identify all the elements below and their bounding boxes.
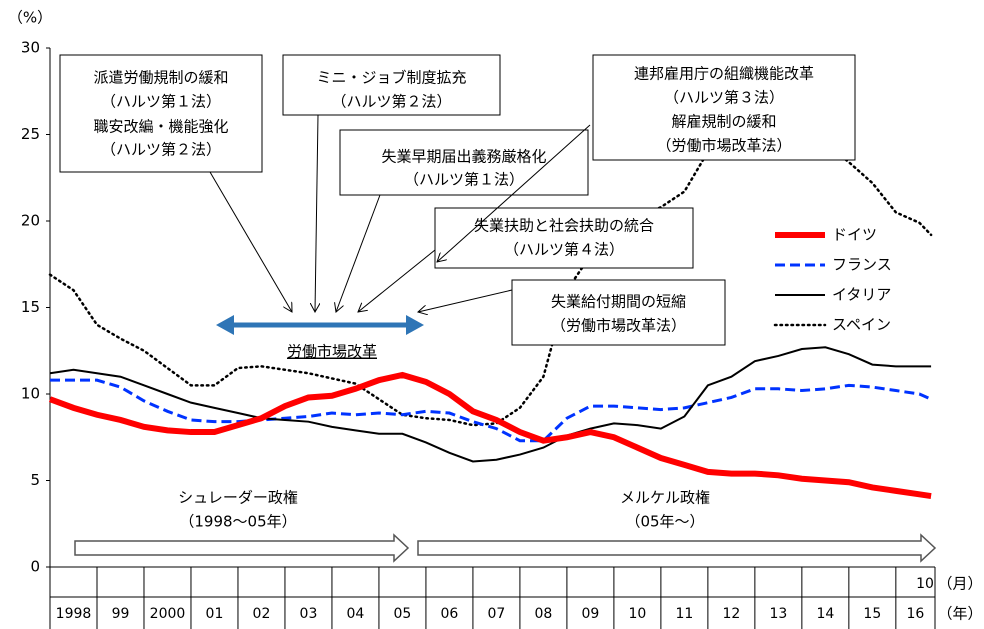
y-tick-label: 0 xyxy=(30,558,40,576)
year-unit: （年） xyxy=(937,605,982,623)
annotation-text: 職安改編・機能強化 xyxy=(93,118,228,136)
annotation-text: （ハルツ第１法） xyxy=(101,93,221,111)
era-arrow xyxy=(74,533,410,563)
legend-label: フランス xyxy=(832,256,892,274)
x-tick-label: 04 xyxy=(347,606,365,622)
reform-arrow-head xyxy=(406,315,424,335)
y-tick-label: 30 xyxy=(21,39,40,57)
series-line xyxy=(48,371,932,500)
reform-label: 労働市場改革 xyxy=(287,343,377,361)
x-tick-label: 99 xyxy=(112,606,130,622)
legend-label: スペイン xyxy=(832,316,891,334)
x-tick-label: 07 xyxy=(488,606,506,622)
x-tick-label: 08 xyxy=(534,606,552,622)
annotation-text: （ハルツ第２法） xyxy=(331,93,451,111)
x-tick-label: 1998 xyxy=(56,606,92,622)
era-period: （05年～） xyxy=(625,513,704,531)
annotation-box xyxy=(59,54,263,173)
x-tick-label: 13 xyxy=(769,606,787,622)
annotation-text: （労働市場改革法） xyxy=(551,317,686,335)
x-tick-label: 10 xyxy=(628,606,646,622)
month-label: 10 xyxy=(916,576,934,592)
annotation-arrow xyxy=(336,194,381,312)
x-tick-label: 16 xyxy=(907,606,925,622)
annotation-box xyxy=(282,54,501,116)
y-tick-label: 10 xyxy=(21,385,40,403)
annotation-text: （ハルツ第３法） xyxy=(664,89,784,107)
x-tick-label: 02 xyxy=(253,606,271,622)
era-name: シュレーダー政権 xyxy=(178,489,298,507)
series-line xyxy=(50,378,932,443)
annotation-text: （ハルツ第２法） xyxy=(101,141,221,159)
annotation-text: 失業扶助と社会扶助の統合 xyxy=(474,217,654,235)
annotation-box xyxy=(339,129,589,196)
reform-arrow-head xyxy=(216,315,234,335)
x-tick-label: 12 xyxy=(722,606,740,622)
annotation-text: 解雇規制の緩和 xyxy=(671,113,776,131)
x-tick-label: 11 xyxy=(675,606,693,622)
y-unit: （%） xyxy=(8,9,52,27)
annotation-text: （ハルツ第１法） xyxy=(404,171,524,189)
x-tick-label: 09 xyxy=(581,606,599,622)
y-tick-label: 25 xyxy=(21,125,40,143)
month-unit: （月） xyxy=(937,575,982,593)
legend-label: ドイツ xyxy=(832,226,877,244)
x-tick-label: 15 xyxy=(863,606,881,622)
annotation-box xyxy=(511,279,726,346)
annotation-text: ミニ・ジョブ制度拡充 xyxy=(316,69,466,87)
y-tick-label: 20 xyxy=(21,212,40,230)
x-tick-label: 01 xyxy=(206,606,224,622)
era-name: メルケル政権 xyxy=(620,489,710,507)
annotation-arrow xyxy=(358,249,436,312)
annotation-box xyxy=(434,207,694,269)
annotation-text: 連邦雇用庁の組織機能改革 xyxy=(634,65,814,83)
annotation-box xyxy=(592,54,856,161)
x-tick-label: 03 xyxy=(300,606,318,622)
x-tick-label: 14 xyxy=(816,606,834,622)
annotation-arrow xyxy=(209,171,292,312)
annotation-text: 派遣労働規制の緩和 xyxy=(93,69,228,87)
y-tick-label: 15 xyxy=(21,298,40,316)
x-tick-label: 06 xyxy=(441,606,459,622)
era-period: （1998～05年） xyxy=(179,513,296,531)
annotation-arrow xyxy=(418,289,513,312)
annotation-text: （ハルツ第４法） xyxy=(504,241,624,259)
era-arrow xyxy=(417,533,937,563)
annotation-arrow xyxy=(315,114,318,312)
legend-label: イタリア xyxy=(832,286,891,304)
series-line xyxy=(49,346,932,463)
x-tick-label: 2000 xyxy=(150,606,186,622)
y-tick-label: 5 xyxy=(30,471,40,489)
annotation-arrow xyxy=(437,124,591,262)
annotation-text: （労働市場改革法） xyxy=(656,137,791,155)
x-tick-label: 05 xyxy=(394,606,412,622)
annotation-text: 失業給付期間の短縮 xyxy=(551,293,686,311)
annotation-text: 失業早期届出義務厳格化 xyxy=(381,148,546,166)
